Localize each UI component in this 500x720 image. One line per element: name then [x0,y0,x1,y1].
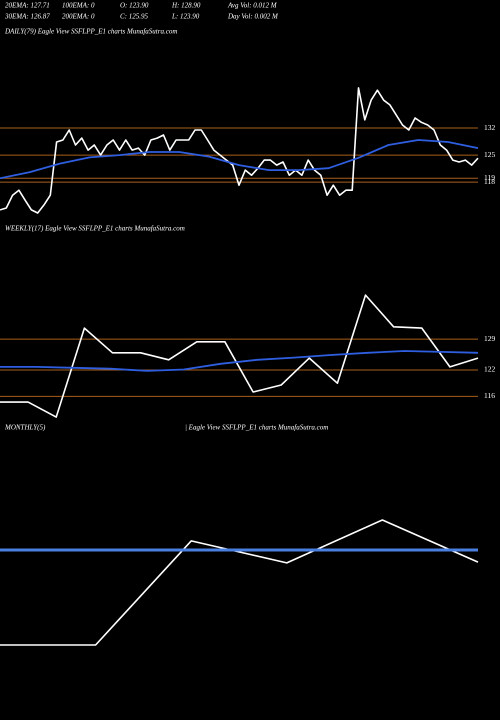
y-tick-label: 116 [484,391,495,400]
header-stat: Avg Vol: 0.012 M [227,2,278,10]
header-stat: 30EMA: 126.87 [4,13,50,21]
series-line [0,294,479,418]
y-tick-label: 119 [484,173,495,182]
y-tick-label: 132 [484,123,496,132]
header-stat: C: 125.95 [120,13,149,21]
y-tick-label: 122 [484,365,496,374]
panel-title: DAILY(79) Eagle View SSFLPP_E1 charts Mu… [4,28,177,36]
y-tick-label: 129 [484,334,496,343]
series-line [0,87,479,214]
series-line [0,139,479,180]
panel-title: WEEKLY(17) Eagle View SSFLPP_E1 charts M… [5,225,185,233]
header-stat: 200EMA: 0 [62,13,95,21]
header-stat: Day Vol: 0.002 M [227,13,279,21]
header-stat: 100EMA: 0 [62,2,95,10]
header-stat: 20EMA: 127.71 [5,2,50,10]
header-stat: O: 123.90 [120,2,149,10]
series-line [0,519,479,646]
header-stat: H: 128.90 [171,2,201,10]
series-line [0,350,479,372]
panel-title: MONTHLY(5) [4,424,46,432]
header-stat: L: 123.90 [171,13,200,21]
y-tick-label: 118 [484,177,495,186]
y-tick-label: 125 [484,150,496,159]
panel-subtitle: | Eagle View SSFLPP_E1 charts MunafaSutr… [185,424,328,432]
